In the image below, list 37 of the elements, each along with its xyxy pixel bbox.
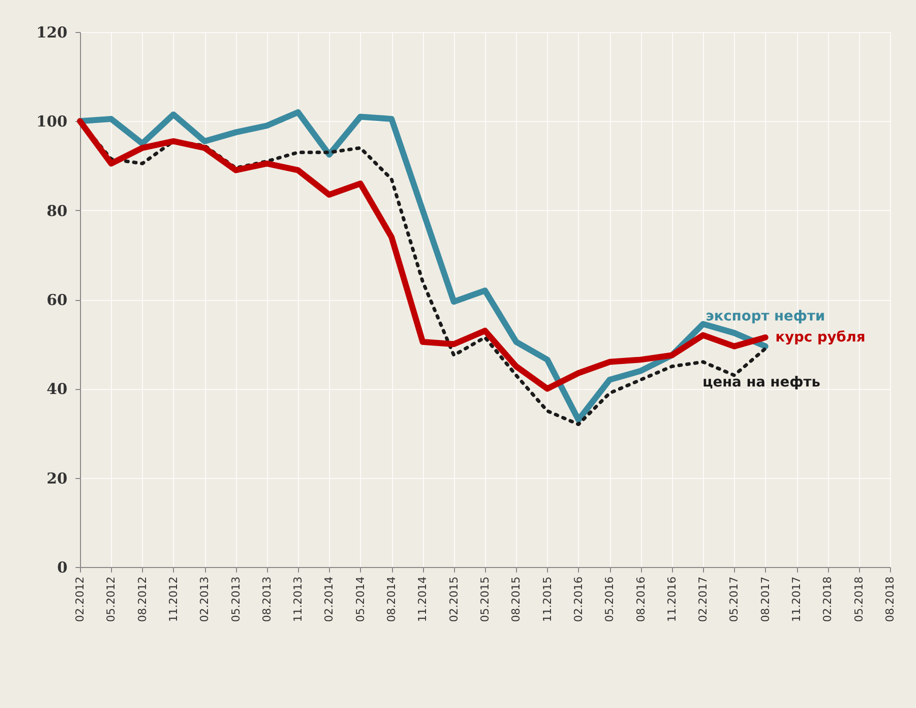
x-tick-label: 05.2014 [354,576,367,622]
x-tick-label: 05.2016 [603,576,616,622]
series-label: курс рубля [775,329,866,346]
x-tick-label: 02.2018 [821,576,834,622]
x-tick-label: 05.2013 [229,576,242,622]
x-tick-label: 11.2013 [292,576,305,622]
y-tick-label: 100 [36,112,68,131]
x-tick-label: 05.2012 [104,576,118,622]
y-tick-label: 40 [46,380,68,398]
x-tick-label: 11.2012 [166,576,180,622]
x-tick-label: 11.2015 [540,576,554,622]
x-tick-label: 11.2017 [790,576,804,622]
x-tick-label: 08.2014 [385,576,398,622]
x-tick-label: 08.2018 [884,576,896,622]
x-tick-label: 02.2014 [322,576,336,622]
x-tick-label: 02.2015 [447,576,460,622]
x-tick-label: 11.2016 [665,576,678,622]
y-tick-label: 60 [46,291,68,309]
x-tick-label: 02.2013 [198,576,212,622]
x-tick-label: 08.2015 [510,576,523,622]
x-tick-label: 05.2017 [728,576,741,622]
x-tick-label: 02.2017 [696,576,710,622]
x-tick-label: 11.2014 [416,576,430,622]
x-tick-label: 08.2016 [634,576,648,622]
series-label: экспорт нефти [706,308,826,324]
series-label: цена на нефть [702,374,820,391]
y-tick-label: 120 [36,24,68,42]
x-tick-label: 08.2017 [758,576,772,622]
y-tick-label: 0 [57,558,68,576]
y-tick-label: 20 [46,469,68,488]
x-tick-label: 05.2018 [852,576,866,622]
y-tick-label: 80 [46,202,68,220]
x-tick-label: 02.2012 [74,576,86,622]
x-tick-label: 05.2015 [478,576,492,622]
x-tick-label: 08.2013 [260,576,274,622]
x-tick-label: 08.2012 [136,576,149,622]
x-tick-label: 02.2016 [572,576,585,622]
